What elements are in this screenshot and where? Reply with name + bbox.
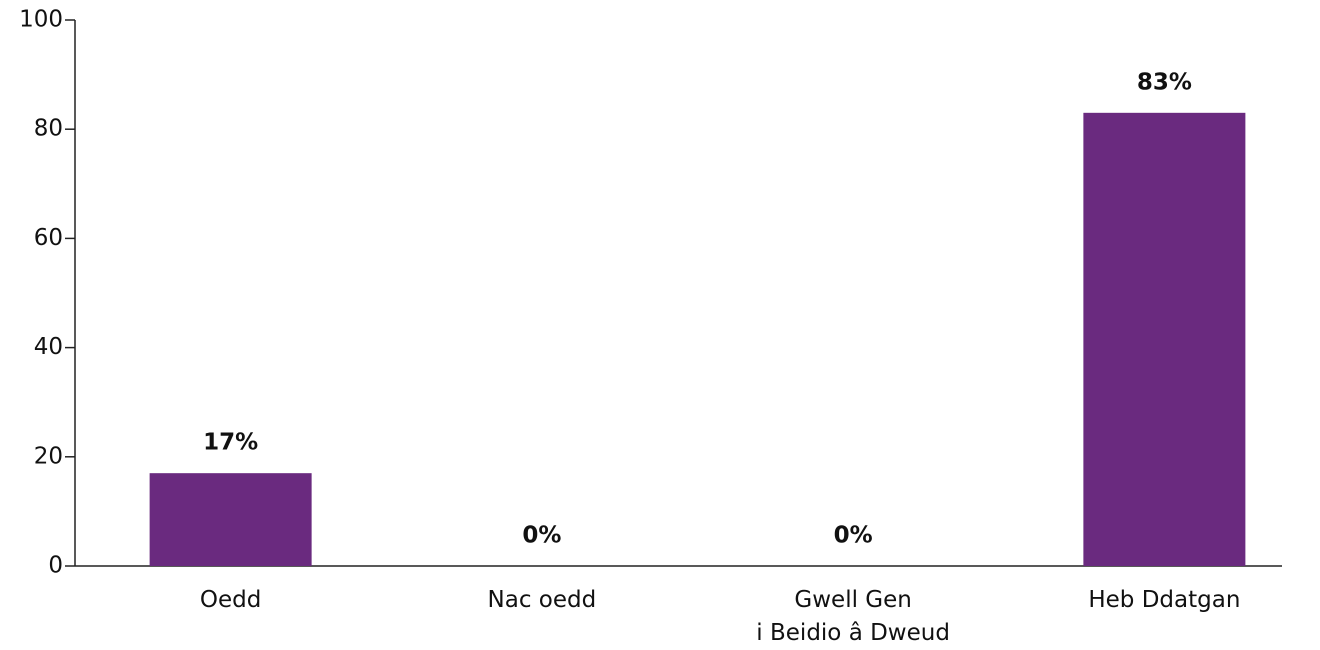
x-tick-label: Nac oedd bbox=[488, 587, 597, 613]
value-label: 17% bbox=[203, 430, 258, 456]
value-label: 0% bbox=[834, 523, 873, 549]
y-tick-label: 100 bbox=[19, 7, 63, 33]
value-label: 83% bbox=[1137, 69, 1192, 95]
x-tick-label: Gwell Gen i Beidio â Dweud bbox=[756, 587, 950, 646]
x-tick-label: Oedd bbox=[200, 587, 261, 613]
y-tick-label: 40 bbox=[34, 334, 63, 360]
x-tick-label: Heb Ddatgan bbox=[1088, 587, 1240, 613]
bar bbox=[149, 473, 312, 566]
y-tick-label: 80 bbox=[34, 116, 63, 142]
y-tick-label: 20 bbox=[34, 443, 63, 469]
y-tick-label: 60 bbox=[34, 225, 63, 251]
bar bbox=[1083, 112, 1246, 566]
y-tick-label: 0 bbox=[48, 553, 63, 579]
value-label: 0% bbox=[522, 523, 561, 549]
